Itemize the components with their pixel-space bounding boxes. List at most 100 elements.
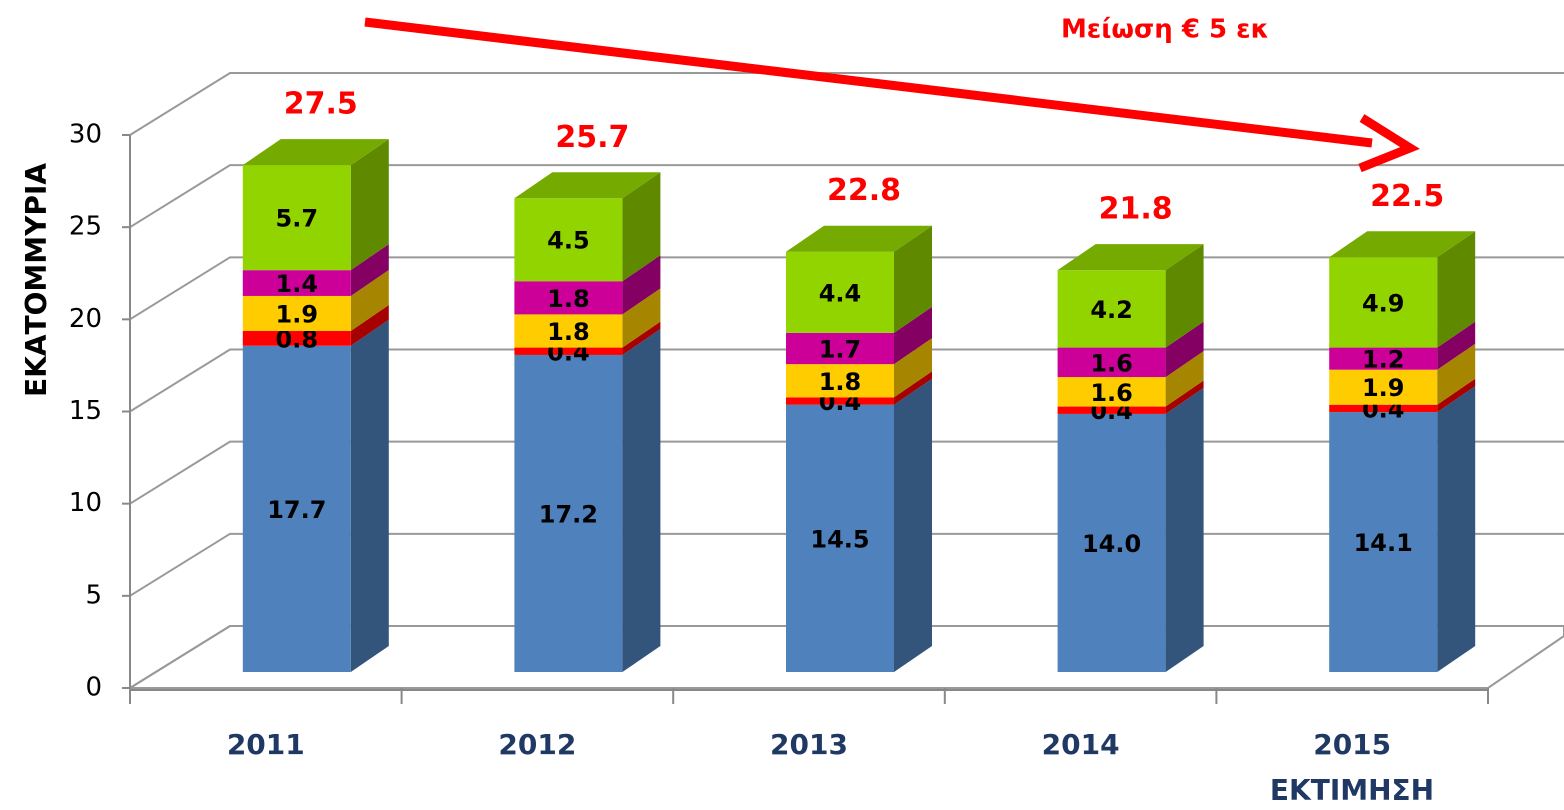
bar-side xyxy=(1165,351,1204,407)
bar-side xyxy=(1165,244,1204,348)
bar-side xyxy=(894,371,932,405)
bar-top xyxy=(514,172,661,199)
data-label: 1.2 xyxy=(1362,346,1405,374)
bar-top xyxy=(1057,244,1204,271)
y-tick-label: 0 xyxy=(85,673,102,703)
bar-side xyxy=(350,319,389,672)
bar-segment xyxy=(1329,257,1438,348)
bar-top xyxy=(1329,231,1476,258)
bar-side xyxy=(622,321,661,355)
bar-segment xyxy=(242,295,351,331)
bar-segment xyxy=(242,165,351,271)
bar-segment xyxy=(1329,347,1438,370)
data-label: 1.8 xyxy=(819,368,862,396)
y-tick-label: 5 xyxy=(85,580,102,610)
bar-segment xyxy=(786,251,894,333)
y-axis-title: ΕΚΑΤΟΜΜΥΡΙΑ xyxy=(20,163,53,397)
data-label: 5.7 xyxy=(276,205,319,233)
data-label: 14.0 xyxy=(1082,530,1141,558)
bar-segment xyxy=(514,198,623,282)
data-label: 14.5 xyxy=(810,525,869,553)
trend-arrow xyxy=(364,17,1373,148)
data-label: 4.2 xyxy=(1090,296,1133,324)
total-label: 22.8 xyxy=(827,173,901,208)
bar-segment xyxy=(514,281,623,315)
data-label: 1.4 xyxy=(276,270,319,298)
data-label: 17.7 xyxy=(267,496,326,524)
data-label: 4.5 xyxy=(547,227,590,255)
grid-line xyxy=(129,72,1564,136)
x-tick-label: 2015 xyxy=(1313,728,1391,761)
y-tick-label: 30 xyxy=(69,120,102,150)
bar-side xyxy=(622,288,661,348)
bar-side xyxy=(622,328,661,672)
annotation: Μείωση € 5 εκ xyxy=(1061,15,1269,45)
data-label: 1.9 xyxy=(276,300,319,328)
bar-side xyxy=(350,269,389,331)
y-tick-label: 15 xyxy=(69,396,102,426)
data-label: 1.6 xyxy=(1090,379,1133,407)
bar-segment xyxy=(242,345,351,672)
bar-side xyxy=(1165,380,1204,414)
bar-side xyxy=(622,172,661,282)
bar-segment xyxy=(242,270,351,296)
bar-segment xyxy=(786,397,894,405)
bar-top xyxy=(242,139,389,166)
bar-top xyxy=(786,225,932,252)
data-label: 1.8 xyxy=(547,285,590,313)
bar-segment xyxy=(514,314,623,348)
annotation: ΕΚΤΙΜΗΣΗ xyxy=(1270,774,1434,807)
data-label: 1.9 xyxy=(1362,374,1405,402)
data-label: 1.8 xyxy=(547,318,590,346)
bar-segment xyxy=(514,347,623,355)
data-label: 17.2 xyxy=(539,500,598,528)
bar-side xyxy=(350,139,389,271)
bar-segment xyxy=(1329,404,1438,413)
bar-segment xyxy=(514,354,623,672)
data-label: 4.4 xyxy=(819,279,862,307)
total-label: 27.5 xyxy=(284,87,358,122)
bar-segment xyxy=(242,330,351,346)
plot: 051015202530201117.70.81.91.45.727.52012… xyxy=(69,72,1564,761)
bar-side xyxy=(894,338,932,398)
x-tick-label: 2012 xyxy=(498,728,576,761)
bar-side xyxy=(1165,321,1204,378)
bar-side xyxy=(894,306,932,365)
y-tick-label: 25 xyxy=(69,212,102,242)
bar-side xyxy=(1437,321,1476,370)
bar-side xyxy=(1437,231,1476,348)
data-label: 1.7 xyxy=(819,335,862,363)
data-label: 1.6 xyxy=(1090,349,1133,377)
bar-segment xyxy=(1329,369,1438,405)
bar-segment xyxy=(786,332,894,365)
bar-side xyxy=(894,225,932,333)
bar-segment xyxy=(1057,406,1166,414)
bar-segment xyxy=(786,404,894,672)
bar-segment xyxy=(1057,413,1166,672)
total-label: 25.7 xyxy=(555,120,629,155)
trend-arrow-head xyxy=(1358,114,1420,173)
data-label: 4.9 xyxy=(1362,289,1405,317)
y-tick-label: 10 xyxy=(69,488,102,518)
bar-side xyxy=(1437,378,1476,413)
bar-side xyxy=(1165,387,1204,672)
total-label: 22.5 xyxy=(1370,179,1444,214)
y-tick-label: 20 xyxy=(69,304,102,334)
bar-segment xyxy=(1057,347,1166,378)
bar-segment xyxy=(1057,270,1166,348)
bar-segment xyxy=(786,364,894,398)
data-label: 14.1 xyxy=(1354,529,1413,557)
total-label: 21.8 xyxy=(1099,192,1173,227)
bar-segment xyxy=(1329,412,1438,672)
x-tick-label: 2011 xyxy=(227,728,305,761)
bar-segment xyxy=(1057,377,1166,407)
x-tick-label: 2014 xyxy=(1042,728,1120,761)
bar-side xyxy=(350,304,389,346)
bar-side xyxy=(350,244,389,296)
x-tick-label: 2013 xyxy=(770,728,848,761)
bar-side xyxy=(1437,343,1476,405)
bar-side xyxy=(1437,386,1476,672)
bar-side xyxy=(622,255,661,315)
bar-side xyxy=(894,378,932,672)
